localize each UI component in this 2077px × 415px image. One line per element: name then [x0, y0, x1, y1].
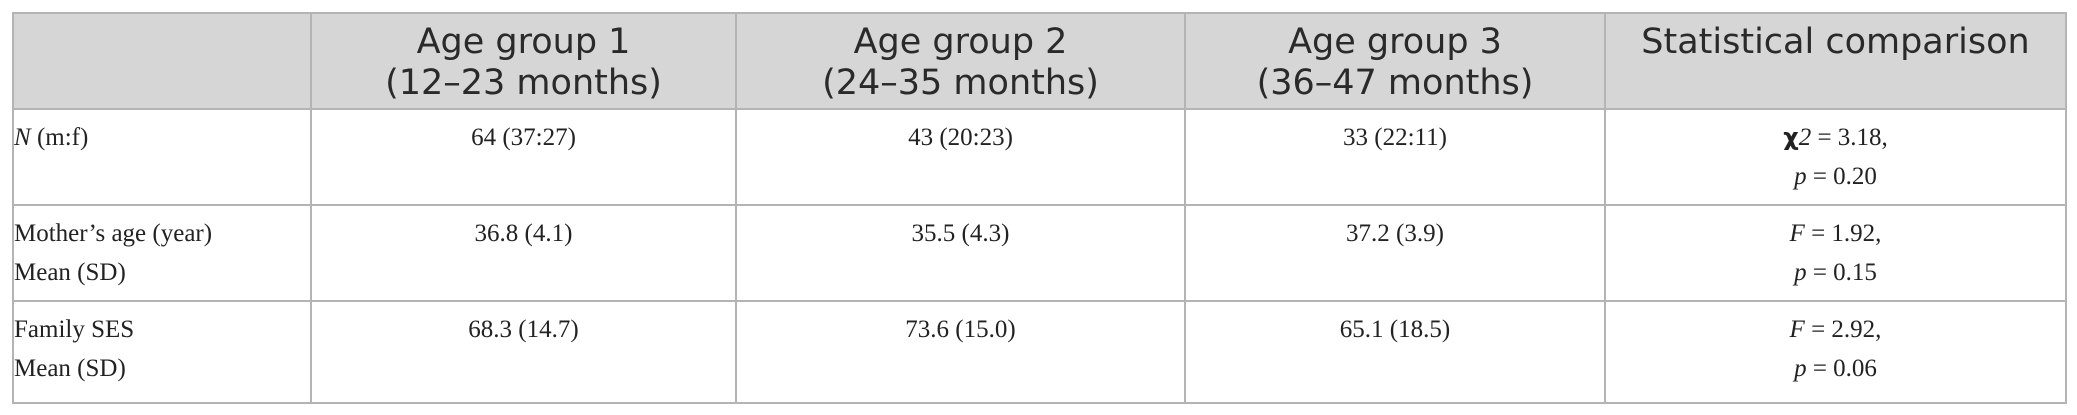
stat-family-ses-line-2: p = 0.06 — [1606, 349, 2065, 388]
header-age-group-2-title: Age group 2 — [853, 22, 1068, 62]
header-age-group-3-title: Age group 3 — [1288, 22, 1502, 62]
stat-n-line-2: p = 0.20 — [1606, 157, 2065, 196]
cell-mothers-age-group-1: 36.8 (4.1) — [310, 204, 737, 302]
stat-mothers-age-line-1: F = 1.92, — [1606, 214, 2065, 253]
stat-n-p-value: = 0.20 — [1806, 163, 1877, 190]
cell-family-ses-group-2: 73.6 (15.0) — [735, 300, 1186, 404]
chi-superscript: 2 — [1798, 124, 1812, 151]
row-label-mothers-age: Mother’s age (year) Mean (SD) — [12, 204, 312, 302]
row-label-n: N (m:f) — [12, 108, 312, 206]
table-row-family-ses: Family SES Mean (SD) 68.3 (14.7) 73.6 (1… — [12, 300, 2067, 404]
table-row-mothers-age: Mother’s age (year) Mean (SD) 36.8 (4.1)… — [12, 204, 2067, 302]
header-age-group-2-range: (24–35 months) — [822, 63, 1099, 103]
header-age-group-2: Age group 2 (24–35 months) — [735, 12, 1186, 110]
row-label-family-ses: Family SES Mean (SD) — [12, 300, 312, 404]
cell-mothers-age-statistic: F = 1.92, p = 0.15 — [1604, 204, 2067, 302]
stat-family-ses-p-value: = 0.06 — [1806, 355, 1877, 382]
header-row: Age group 1 (12–23 months) Age group 2 (… — [12, 12, 2067, 110]
cell-n-group-1: 64 (37:27) — [310, 108, 737, 206]
row-label-n-symbol: N — [14, 124, 31, 151]
header-age-group-1: Age group 1 (12–23 months) — [310, 12, 737, 110]
stat-n-value: = 3.18, — [1811, 124, 1888, 151]
table-row-n: N (m:f) 64 (37:27) 43 (20:23) 33 (22:11)… — [12, 108, 2067, 206]
cell-mothers-age-group-3: 37.2 (3.9) — [1184, 204, 1606, 302]
cell-n-statistic: χ2 = 3.18, p = 0.20 — [1604, 108, 2067, 206]
header-age-group-1-range: (12–23 months) — [385, 63, 662, 103]
row-label-family-ses-line-2: Mean (SD) — [14, 355, 126, 382]
cell-mothers-age-group-2: 35.5 (4.3) — [735, 204, 1186, 302]
f-symbol: F — [1789, 316, 1805, 343]
chi-symbol: χ — [1783, 123, 1799, 151]
f-symbol: F — [1789, 220, 1805, 247]
cell-family-ses-group-3: 65.1 (18.5) — [1184, 300, 1606, 404]
cell-n-group-2: 43 (20:23) — [735, 108, 1186, 206]
row-label-family-ses-line-1: Family SES — [14, 316, 135, 343]
p-symbol: p — [1794, 355, 1807, 382]
cell-family-ses-group-1: 68.3 (14.7) — [310, 300, 737, 404]
header-statistical-comparison: Statistical comparison — [1604, 12, 2067, 110]
row-label-mothers-age-line-1: Mother’s age (year) — [14, 220, 213, 247]
stat-family-ses-line-1: F = 2.92, — [1606, 310, 2065, 349]
stat-mothers-age-p-value: = 0.15 — [1806, 259, 1877, 286]
row-label-mothers-age-line-2: Mean (SD) — [14, 259, 126, 286]
row-label-n-rest: (m:f) — [30, 124, 89, 151]
p-symbol: p — [1794, 163, 1807, 190]
header-age-group-1-title: Age group 1 — [416, 22, 631, 62]
p-symbol: p — [1794, 259, 1807, 286]
cell-n-group-3: 33 (22:11) — [1184, 108, 1606, 206]
stat-family-ses-value: = 2.92, — [1804, 316, 1882, 343]
stat-n-line-1: χ2 = 3.18, — [1606, 118, 2065, 157]
stat-mothers-age-line-2: p = 0.15 — [1606, 253, 2065, 292]
header-blank — [12, 12, 312, 110]
demographics-table: Age group 1 (12–23 months) Age group 2 (… — [12, 12, 2067, 404]
stat-mothers-age-value: = 1.92, — [1804, 220, 1882, 247]
cell-family-ses-statistic: F = 2.92, p = 0.06 — [1604, 300, 2067, 404]
header-age-group-3: Age group 3 (36–47 months) — [1184, 12, 1606, 110]
header-age-group-3-range: (36–47 months) — [1256, 63, 1534, 103]
